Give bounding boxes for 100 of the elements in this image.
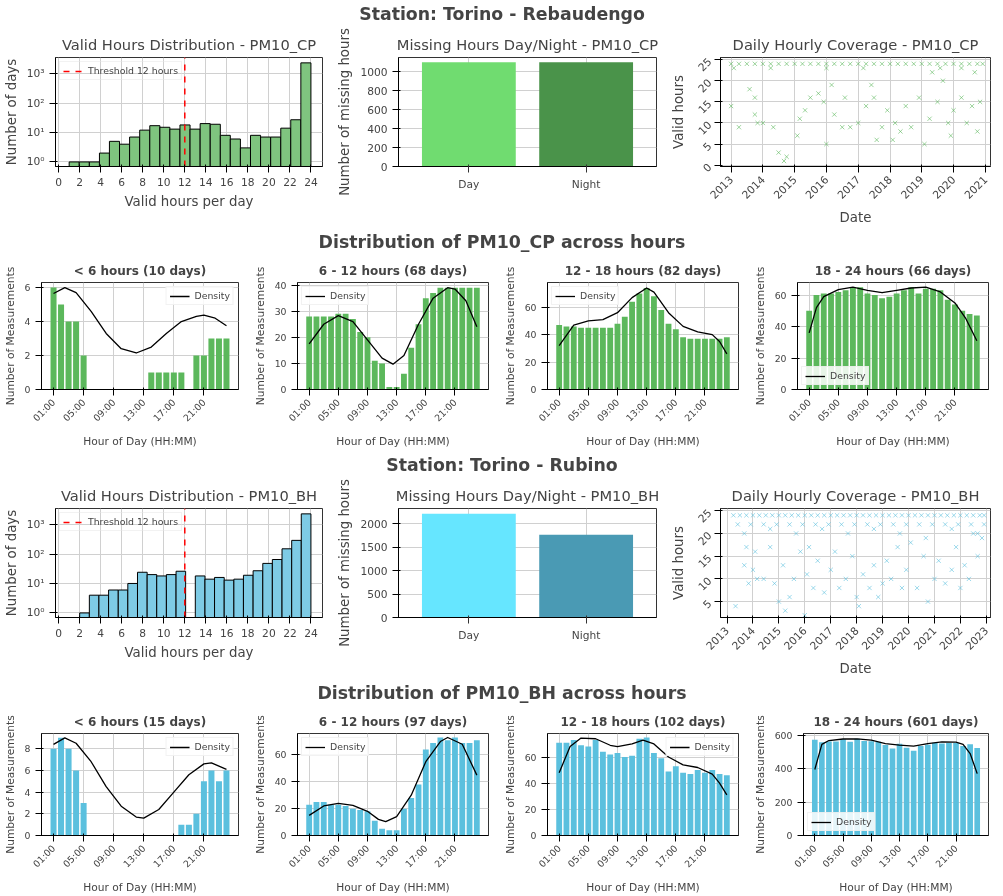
chart-title: 18 - 24 hours (601 days) bbox=[813, 714, 979, 729]
x-tick-label: 2 bbox=[76, 175, 84, 189]
y-tick-label: 0 bbox=[24, 384, 31, 395]
y-tick-label: 10¹ bbox=[26, 125, 45, 139]
x-tick-label: 8 bbox=[139, 175, 147, 189]
y-tick-label: 2000 bbox=[360, 517, 388, 531]
x-axis-title: Hour of Day (HH:MM) bbox=[336, 881, 450, 895]
bar bbox=[473, 740, 480, 836]
y-tick-label: 40 bbox=[524, 329, 537, 341]
y-axis-title: Number of missing hours bbox=[337, 28, 353, 196]
y-tick-label: 30 bbox=[274, 305, 287, 317]
y-tick-label: 20 bbox=[695, 529, 715, 549]
x-axis-title: Date bbox=[839, 661, 872, 677]
x-axis-title: Hour of Day (HH:MM) bbox=[83, 435, 197, 449]
chart-title: 6 - 12 hours (97 days) bbox=[318, 714, 468, 729]
y-tick-label: 4 bbox=[24, 786, 31, 798]
x-tick-label: 10 bbox=[156, 626, 171, 640]
y-tick-label: 0 bbox=[280, 830, 287, 841]
x-tick-label: 8 bbox=[139, 626, 147, 640]
y-tick-label: 40 bbox=[274, 279, 287, 291]
bar bbox=[80, 802, 87, 836]
y-tick-label: 40 bbox=[774, 321, 787, 333]
x-tick-label: 2 bbox=[76, 626, 84, 640]
chart-title: < 6 hours (10 days) bbox=[73, 263, 207, 278]
bar bbox=[556, 742, 563, 836]
bar bbox=[306, 316, 313, 390]
y-tick-label: 1000 bbox=[360, 65, 388, 79]
y-tick-label: 800 bbox=[367, 84, 388, 98]
y-axis-title: Number of Measurements bbox=[753, 266, 767, 406]
x-tick-label: 22 bbox=[283, 626, 297, 640]
y-axis-title: Valid hours bbox=[671, 75, 687, 149]
bar bbox=[306, 804, 313, 836]
y-tick-label: 10¹ bbox=[26, 576, 45, 590]
y-tick-label: 40 bbox=[524, 777, 537, 789]
line-series bbox=[558, 737, 728, 796]
legend-label: Density bbox=[836, 816, 872, 827]
y-tick-label: 25 bbox=[695, 506, 715, 526]
y-tick-label: 0 bbox=[780, 384, 787, 395]
chart-title: Valid Hours Distribution - PM10_CP bbox=[61, 35, 317, 53]
x-axis-title: Valid hours per day bbox=[124, 644, 254, 660]
y-tick-label: 10² bbox=[26, 96, 45, 110]
x-axis-title: Hour of Day (HH:MM) bbox=[839, 881, 953, 895]
y-tick-label: 200 bbox=[367, 141, 388, 155]
x-tick-label: 16 bbox=[220, 626, 234, 640]
y-tick-label: 2 bbox=[24, 350, 31, 362]
x-axis-title: Hour of Day (HH:MM) bbox=[836, 435, 950, 449]
legend-label: Density bbox=[330, 290, 366, 301]
y-tick-label: 15 bbox=[695, 97, 715, 117]
x-axis-title: Hour of Day (HH:MM) bbox=[586, 435, 700, 449]
y-tick-label: 0 bbox=[380, 611, 388, 625]
legend-label: Density bbox=[830, 370, 866, 381]
x-tick-label: 4 bbox=[97, 175, 105, 189]
text: Station: Torino - Rubino bbox=[386, 454, 618, 475]
y-tick-label: 5 bbox=[700, 139, 715, 154]
x-tick-label: Night bbox=[571, 628, 601, 642]
x-tick-label: 22 bbox=[283, 175, 297, 189]
x-tick-label: Day bbox=[458, 177, 480, 191]
bar bbox=[193, 355, 200, 390]
line-series bbox=[814, 738, 978, 775]
bar bbox=[148, 372, 155, 390]
y-tick-label: 400 bbox=[774, 763, 793, 775]
x-tick-label: 16 bbox=[220, 175, 234, 189]
y-tick-label: 40 bbox=[274, 776, 287, 788]
chart-title: Missing Hours Day/Night - PM10_BH bbox=[395, 486, 660, 504]
x-axis-title: Hour of Day (HH:MM) bbox=[586, 881, 700, 895]
x-axis-title: Hour of Day (HH:MM) bbox=[336, 435, 450, 449]
x-tick-label: 12 bbox=[178, 626, 192, 640]
y-tick-label: 10 bbox=[274, 357, 287, 369]
x-tick-label: 20 bbox=[262, 175, 276, 189]
x-tick-label: 14 bbox=[199, 175, 213, 189]
y-tick-label: 10⁰ bbox=[26, 606, 45, 620]
x-tick-label: 6 bbox=[118, 175, 126, 189]
chart-title: Valid Hours Distribution - PM10_BH bbox=[60, 486, 318, 504]
chart-title: Daily Hourly Coverage - PM10_BH bbox=[731, 486, 980, 504]
legend-label: Density bbox=[194, 290, 230, 301]
text: Distribution of PM10_CP across hours bbox=[318, 231, 686, 252]
x-tick-label: Night bbox=[571, 177, 601, 191]
y-axis-title: Number of Measurements bbox=[503, 714, 517, 854]
y-axis-title: Number of Measurements bbox=[3, 266, 17, 406]
legend-label: Density bbox=[194, 741, 230, 752]
y-axis-title: Valid hours bbox=[671, 526, 687, 600]
text: Station: Torino - Rebaudengo bbox=[359, 3, 645, 24]
y-axis-title: Number of Measurements bbox=[253, 714, 267, 854]
y-tick-label: 60 bbox=[774, 289, 787, 301]
y-tick-label: 6 bbox=[24, 764, 31, 776]
x-tick-label: 14 bbox=[199, 626, 213, 640]
y-tick-label: 20 bbox=[524, 803, 537, 815]
chart-title: 12 - 18 hours (82 days) bbox=[564, 263, 722, 278]
y-axis-title: Number of Measurements bbox=[503, 266, 517, 406]
y-axis-title: Number of days bbox=[3, 58, 19, 166]
y-axis-title: Number of Measurements bbox=[3, 714, 17, 854]
bar bbox=[973, 315, 980, 390]
chart-title: 12 - 18 hours (102 days) bbox=[560, 714, 726, 729]
y-tick-label: 60 bbox=[524, 301, 537, 313]
text: Distribution of PM10_BH across hours bbox=[317, 682, 687, 703]
x-tick-label: 18 bbox=[241, 626, 255, 640]
y-tick-label: 20 bbox=[274, 803, 287, 815]
ref-line-label: Threshold 12 hours bbox=[88, 516, 178, 527]
bar bbox=[723, 775, 730, 836]
y-tick-label: 10 bbox=[695, 118, 715, 138]
